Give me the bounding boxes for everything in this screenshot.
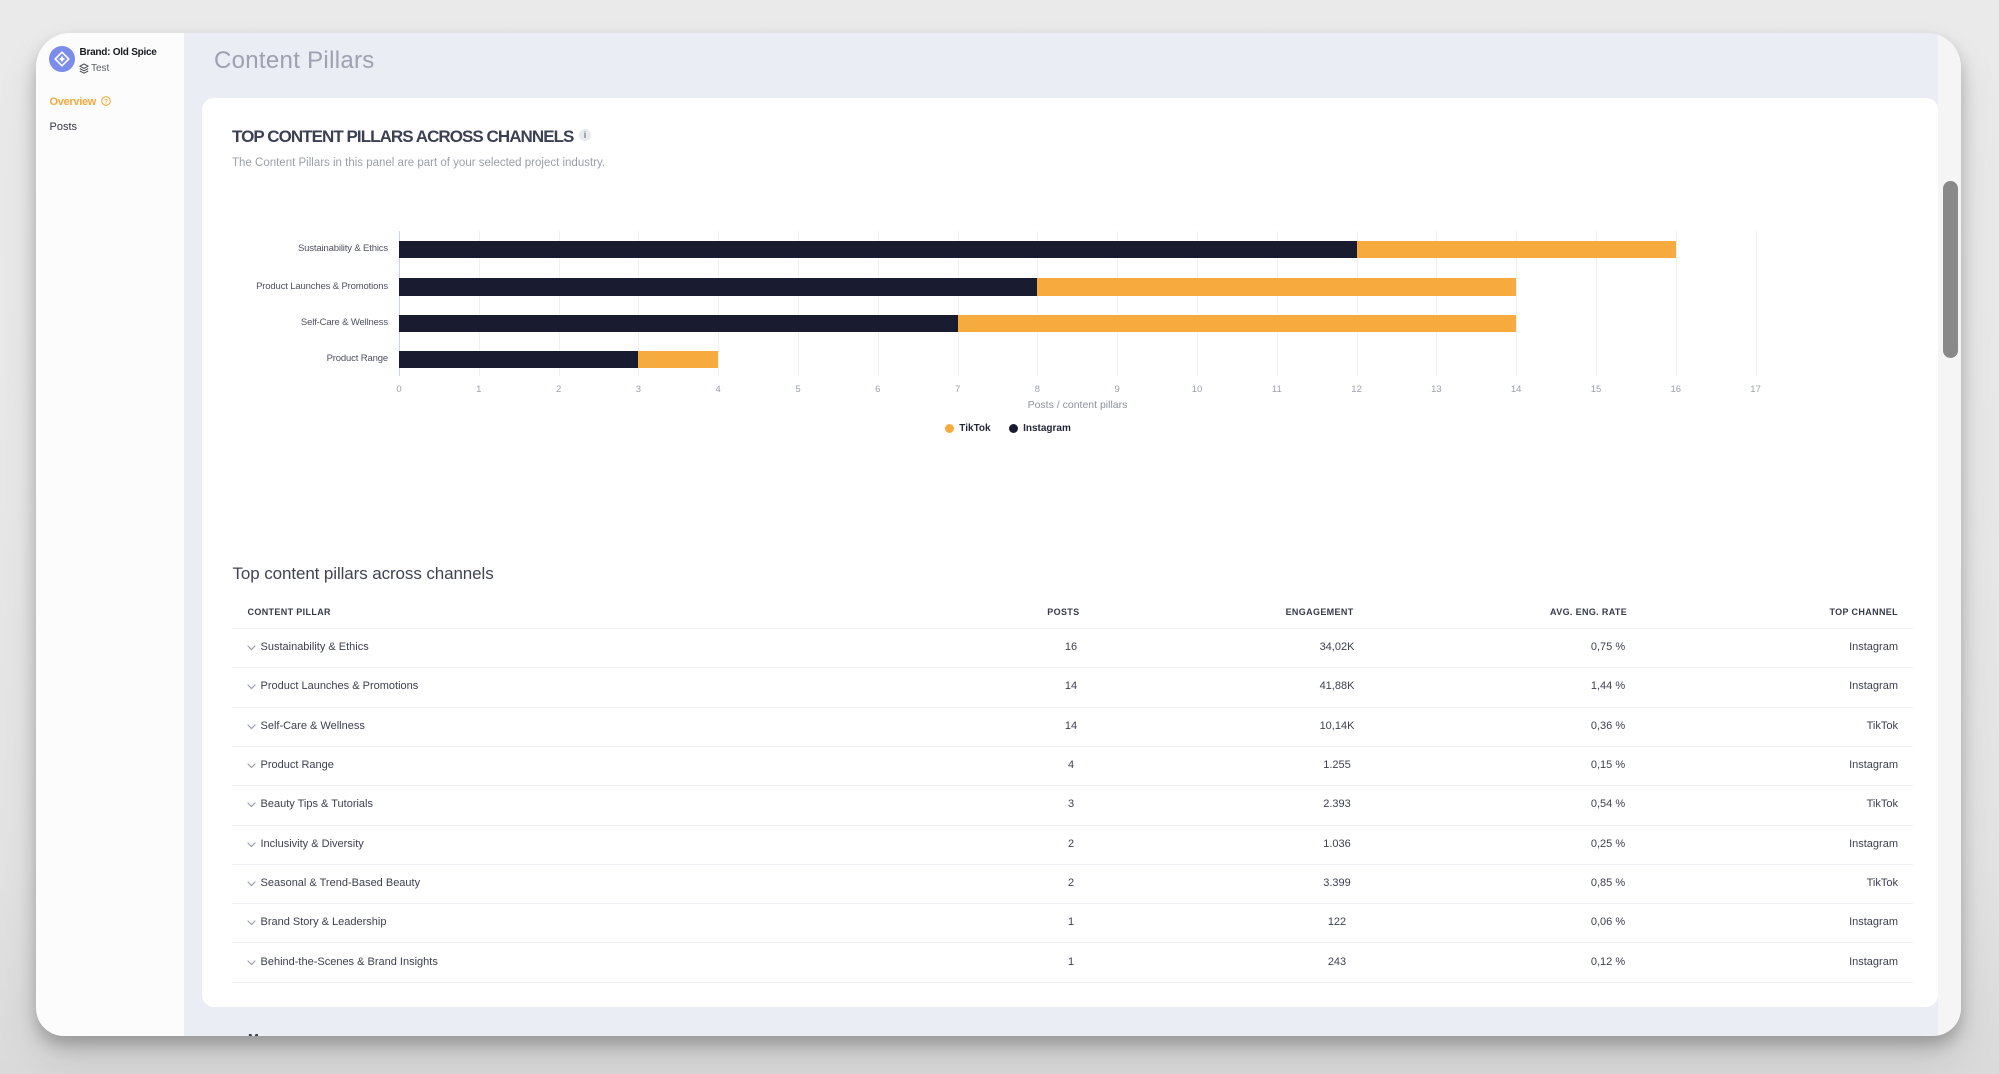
svg-text:?: ? xyxy=(104,98,108,105)
